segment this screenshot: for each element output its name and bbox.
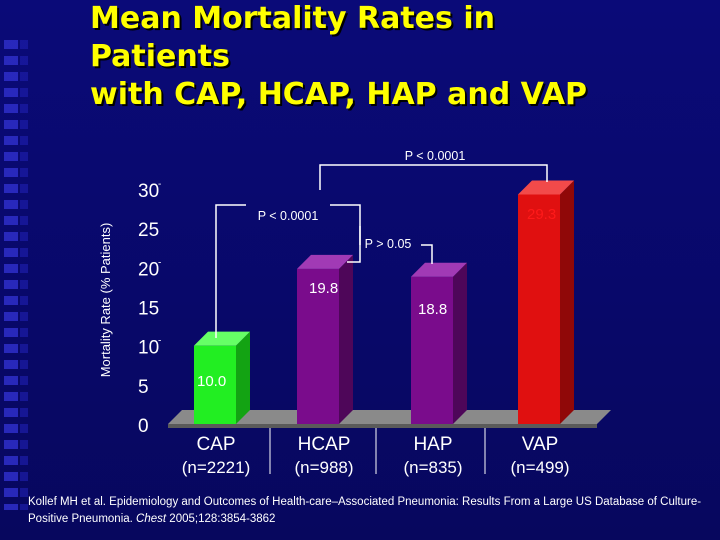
x-category-hcap: HCAP [298, 434, 351, 455]
title-line-1: Mean Mortality Rates in [90, 1, 495, 36]
bar-side-hcap [339, 254, 353, 424]
data-label-hap: 18.8 [418, 301, 447, 318]
chart-floor [168, 410, 611, 424]
slide-title: Mean Mortality Rates in Patients with CA… [90, 0, 715, 114]
bar-cap [194, 345, 236, 424]
x-category-hap: HAP [413, 434, 452, 455]
bar-side-cap [236, 331, 250, 424]
y-tick-label: 30 [138, 181, 159, 202]
bar-top-cap [194, 331, 250, 346]
citation-text: Kollef MH et al. Epidemiology and Outcom… [28, 496, 702, 525]
y-tick-label: 25 [138, 220, 159, 241]
annotation-hcap-hap: P > 0.05 [365, 237, 412, 251]
decorative-stripe-inner [20, 40, 28, 510]
y-tick-label: 20 [138, 259, 159, 280]
chart-floor-edge [168, 424, 597, 428]
y-tick-label: 15 [138, 299, 159, 320]
y-tick-mark: - [158, 257, 161, 268]
bar-top-hap [411, 262, 467, 277]
citation: Kollef MH et al. Epidemiology and Outcom… [28, 494, 708, 528]
bracket-hcap-hap-right [421, 244, 433, 264]
y-tick-label: 0 [138, 416, 149, 437]
data-label-vap: 29.3 [527, 206, 556, 223]
bar-hap [411, 276, 453, 424]
bar-top-vap [518, 180, 574, 195]
decorative-stripe [4, 40, 18, 510]
bar-side-hap [453, 262, 467, 424]
annotation-cap-hcap: P < 0.0001 [258, 209, 319, 223]
bar-top-hcap [297, 254, 353, 269]
x-count-hcap: (n=988) [294, 458, 353, 477]
data-label-hcap: 19.8 [309, 280, 338, 297]
x-category-cap: CAP [196, 434, 235, 455]
x-count-hap: (n=835) [403, 458, 462, 477]
y-tick-mark: - [158, 336, 161, 347]
bar-vap [518, 194, 560, 424]
bracket-cap-vap [319, 164, 548, 190]
bar-hcap [297, 268, 339, 424]
y-tick-mark: - [158, 179, 161, 190]
y-tick-label: 10 [138, 338, 159, 359]
x-count-vap: (n=499) [510, 458, 569, 477]
x-category-vap: VAP [522, 434, 559, 455]
bracket-cap-hcap-right [330, 204, 361, 263]
bar-side-vap [560, 180, 574, 424]
bracket-cap-hcap-left [215, 204, 246, 338]
citation-volume: 2005;128:3854-3862 [169, 513, 276, 525]
data-label-cap: 10.0 [197, 373, 226, 390]
title-line-2: Patients [90, 39, 230, 74]
y-tick-label: 5 [138, 377, 149, 398]
x-count-cap: (n=2221) [182, 458, 251, 477]
title-line-3: with CAP, HCAP, HAP and VAP [90, 77, 588, 112]
citation-journal: Chest [136, 513, 167, 525]
annotation-cap-vap: P < 0.0001 [405, 149, 466, 163]
y-axis-label: Mortality Rate (% Patients) [98, 223, 113, 378]
